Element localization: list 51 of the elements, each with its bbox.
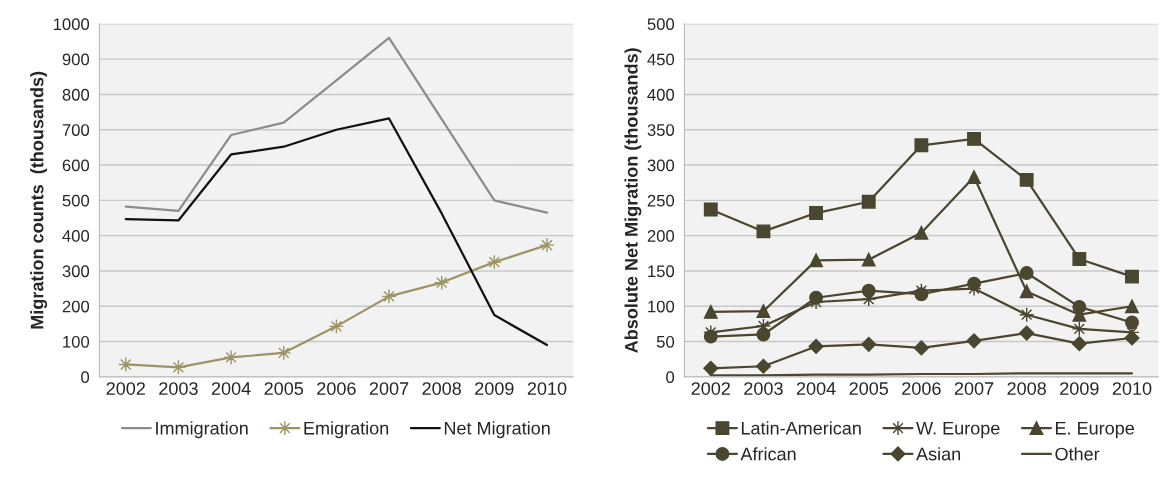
y-tick-label: 1000: [53, 18, 90, 31]
y-tick-label: 150: [648, 265, 675, 278]
legend-label: W. Europe: [916, 421, 1000, 439]
y-tick-label: 700: [62, 124, 90, 136]
x-tick-label: 2004: [211, 382, 251, 395]
x-tick-label: 2002: [106, 382, 145, 395]
x-tick-label: 2005: [849, 382, 889, 395]
x-tick-label: 2006: [317, 382, 356, 395]
x-tick-label: 2004: [796, 382, 836, 395]
y-tick-label: 300: [62, 265, 90, 278]
y-tick-label: 0: [666, 371, 675, 384]
legend-label: Immigration: [156, 421, 248, 439]
x-tick-label: 2008: [422, 382, 461, 395]
y-axis-title: Migration counts (thousands): [30, 71, 48, 329]
x-tick-label: 2003: [159, 382, 198, 395]
legend-label: Latin-American: [741, 421, 861, 435]
y-tick-label: 400: [62, 230, 90, 242]
y-tick-label: 500: [62, 194, 90, 207]
y-tick-label: 100: [648, 300, 675, 313]
y-tick-label: 800: [62, 88, 90, 101]
y-tick-label: 400: [647, 88, 675, 101]
legend-label: Net Migration: [444, 421, 550, 439]
x-tick-label: 2007: [954, 382, 994, 395]
y-tick-label: 300: [647, 159, 675, 172]
y-tick-label: 350: [647, 124, 675, 136]
x-tick-label: 2005: [264, 382, 304, 395]
y-tick-label: 200: [647, 230, 675, 242]
legend-label: Emigration: [304, 421, 389, 439]
x-tick-label: 2002: [691, 382, 730, 395]
legend-label: African: [740, 447, 796, 461]
y-tick-label: 450: [647, 53, 675, 66]
x-tick-label: 2009: [1060, 382, 1099, 395]
y-tick-label: 50: [656, 335, 675, 348]
x-tick-label: 2010: [1112, 382, 1152, 395]
x-tick-label: 2007: [369, 382, 409, 395]
x-tick-label: 2010: [527, 382, 567, 395]
y-tick-label: 250: [647, 194, 675, 207]
y-tick-label: 500: [647, 18, 675, 31]
legend-label: E. Europe: [1055, 421, 1134, 439]
legend-label: Asian: [916, 447, 961, 461]
y-tick-label: 0: [81, 371, 90, 384]
x-tick-label: 2009: [475, 382, 514, 395]
legend-label: Other: [1055, 447, 1100, 461]
x-tick-label: 2006: [902, 382, 941, 395]
y-tick-label: 100: [63, 335, 90, 348]
x-tick-label: 2003: [744, 382, 783, 395]
x-tick-label: 2008: [1007, 382, 1046, 395]
y-tick-label: 900: [62, 53, 90, 66]
y-axis-title: Absolute Net Migration (thousands): [624, 48, 642, 353]
y-tick-label: 200: [62, 300, 90, 313]
y-tick-label: 600: [62, 159, 90, 172]
